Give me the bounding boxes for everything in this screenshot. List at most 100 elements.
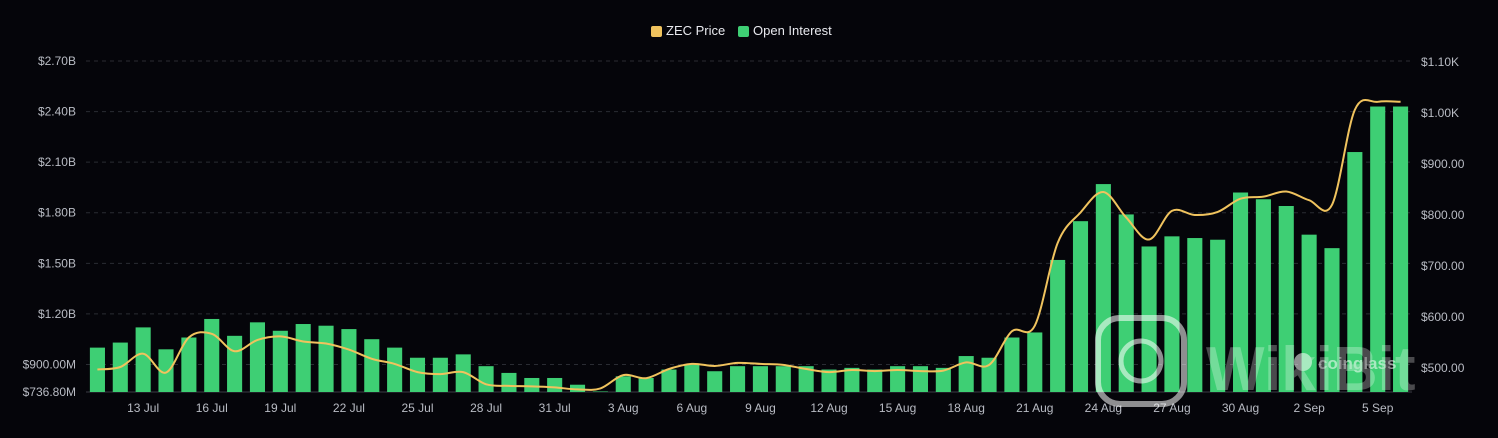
open-interest-bar	[524, 377, 540, 392]
open-interest-bar	[1324, 248, 1340, 392]
x-axis-tick-label: 21 Aug	[1016, 401, 1053, 415]
open-interest-bar	[867, 369, 883, 392]
open-interest-bar	[1072, 221, 1089, 392]
x-axis-tick-label: 2 Sep	[1293, 401, 1325, 415]
left-axis-tick-label: $1.80B	[38, 206, 76, 220]
x-axis-tick-label: 9 Aug	[745, 401, 776, 415]
wikibit-watermark-text: WikiBit	[1206, 335, 1416, 404]
right-axis-tick-label: $1.10K	[1421, 55, 1459, 69]
open-interest-bar	[958, 356, 974, 392]
left-axis-tick-label: $2.40B	[38, 105, 76, 119]
open-interest-bar	[615, 376, 631, 392]
x-axis-tick-label: 30 Aug	[1222, 401, 1259, 415]
zec-price-line-layer	[97, 98, 1401, 391]
open-interest-bar	[1210, 239, 1226, 392]
open-interest-bar	[752, 366, 768, 392]
wikibit-logo-inner-icon	[1118, 338, 1164, 384]
open-interest-bar	[844, 367, 860, 392]
x-axis-tick-label: 3 Aug	[608, 401, 639, 415]
open-interest-bar	[135, 327, 151, 392]
open-interest-bar	[227, 335, 243, 392]
open-interest-bar	[890, 366, 906, 392]
watermark: WikiBit coinglass	[1095, 315, 1416, 407]
coinglass-watermark-text: coinglass	[1318, 354, 1396, 373]
left-axis: $2.70B $2.40B $2.10B $1.80B $1.50B $1.20B $900…	[23, 54, 76, 399]
open-interest-bar	[569, 384, 586, 392]
right-axis-tick-label: $700.00	[1421, 259, 1465, 273]
left-axis-tick-label: $1.50B	[38, 256, 76, 270]
open-interest-bar	[249, 322, 266, 392]
legend-label-zec-price[interactable]: ZEC Price	[666, 23, 725, 38]
open-interest-bar	[409, 357, 426, 392]
left-axis-tick-label: $736.80M	[23, 385, 76, 399]
x-axis-tick-label: 22 Jul	[333, 401, 365, 415]
left-axis-tick-label: $900.00M	[23, 357, 76, 371]
x-axis-tick-label: 5 Sep	[1362, 401, 1394, 415]
open-interest-bar	[181, 337, 197, 392]
right-axis: $1.10K $1.00K $900.00 $800.00 $700.00 $600.00…	[1421, 55, 1465, 375]
x-axis-tick-label: 6 Aug	[676, 401, 707, 415]
open-interest-bar	[547, 377, 563, 392]
open-interest-bar	[1164, 236, 1180, 392]
open-interest-bar	[478, 366, 494, 392]
open-interest-bar	[661, 369, 677, 392]
legend-swatch-open-interest	[738, 26, 749, 37]
x-axis-tick-label: 25 Jul	[401, 401, 433, 415]
open-interest-bar	[1187, 238, 1203, 392]
open-interest-bar	[1255, 199, 1271, 392]
open-interest-bar	[684, 364, 700, 392]
open-interest-bar	[1232, 192, 1249, 392]
x-axis-tick-label: 19 Jul	[264, 401, 296, 415]
open-interest-bar	[204, 318, 220, 392]
open-interest-bar	[1301, 234, 1317, 392]
x-axis-tick-label: 15 Aug	[879, 401, 916, 415]
right-axis-tick-label: $800.00	[1421, 208, 1465, 222]
left-axis-tick-label: $2.10B	[38, 155, 76, 169]
x-axis-tick-label: 12 Aug	[810, 401, 847, 415]
open-interest-bar	[707, 371, 723, 392]
open-interest-bar	[364, 339, 380, 392]
zec-price-line	[97, 98, 1401, 391]
open-interest-bar	[387, 347, 403, 392]
x-axis: 13 Jul 16 Jul 19 Jul 22 Jul 25 Jul 28 Jul 31 J…	[127, 401, 1394, 415]
open-interest-bar	[775, 366, 791, 392]
right-axis-tick-label: $500.00	[1421, 361, 1465, 375]
open-interest-bar	[981, 357, 997, 392]
x-axis-tick-label: 31 Jul	[539, 401, 571, 415]
open-interest-bar	[912, 366, 929, 392]
open-interest-bar	[158, 349, 174, 392]
open-interest-bar	[1278, 205, 1294, 392]
open-interest-bar	[89, 347, 105, 392]
x-axis-tick-label: 18 Aug	[948, 401, 985, 415]
open-interest-bar	[318, 325, 334, 392]
open-interest-bar	[638, 377, 654, 392]
open-interest-bar	[592, 391, 608, 392]
open-interest-bar	[1370, 106, 1386, 392]
open-interest-bar	[295, 324, 311, 392]
right-axis-tick-label: $1.00K	[1421, 106, 1459, 120]
open-interest-bar	[501, 372, 517, 392]
x-axis-tick-label: 13 Jul	[127, 401, 159, 415]
open-interest-bar	[1027, 332, 1043, 392]
open-interest-bar	[1393, 106, 1409, 392]
open-interest-bar	[1118, 214, 1134, 392]
right-axis-tick-label: $600.00	[1421, 310, 1465, 324]
legend-label-open-interest[interactable]: Open Interest	[753, 23, 832, 38]
right-axis-tick-label: $900.00	[1421, 157, 1465, 171]
wikibit-logo-icon	[1095, 315, 1187, 407]
open-interest-bar	[821, 369, 837, 392]
legend[interactable]: ZEC Price Open Interest	[651, 23, 832, 38]
left-axis-tick-label: $1.20B	[38, 307, 76, 321]
open-interest-bar	[455, 354, 471, 392]
open-interest-bar	[1050, 259, 1066, 392]
coinglass-logo-icon	[1294, 353, 1312, 371]
x-axis-tick-label: 28 Jul	[470, 401, 502, 415]
left-axis-tick-label: $2.70B	[38, 54, 76, 68]
x-axis-tick-label: 16 Jul	[196, 401, 228, 415]
open-interest-bar	[1347, 152, 1363, 392]
open-interest-bar	[935, 367, 951, 392]
open-interest-bar	[341, 329, 357, 392]
open-interest-bar	[798, 366, 814, 392]
open-interest-bar	[730, 366, 746, 392]
